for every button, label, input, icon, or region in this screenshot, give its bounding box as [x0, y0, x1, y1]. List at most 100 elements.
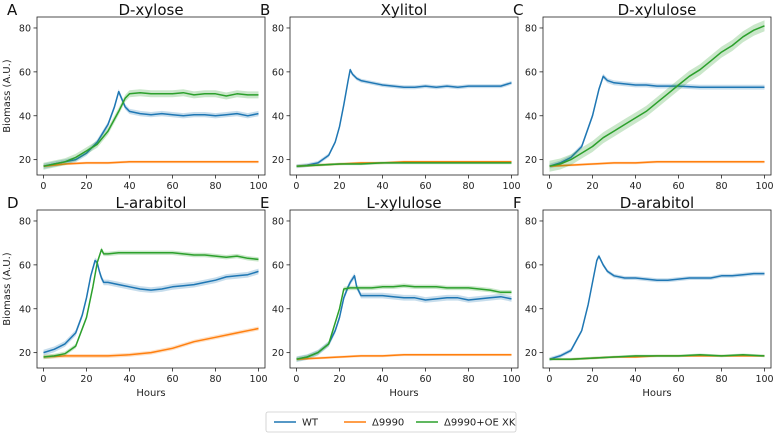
panel-b-title: Xylitol — [381, 1, 428, 19]
panel-e-x-tick-label: 20 — [333, 374, 345, 385]
panel-b-letter: B — [260, 1, 270, 19]
panel-b-band-wt — [296, 67, 512, 169]
panel-c-letter: C — [513, 1, 523, 19]
panel-b-x-tick-label: 60 — [419, 181, 431, 192]
panel-a-line-d9990 — [43, 161, 259, 167]
panel-c-y-tick-label: 80 — [525, 23, 537, 34]
panel-d-x-tick-label: 60 — [166, 374, 178, 385]
panel-f-y-tick-label: 60 — [525, 260, 537, 271]
panel-f-x-tick-label: 20 — [586, 374, 598, 385]
panel-e-line-d9990 — [296, 354, 512, 360]
panel-c-frame — [542, 16, 772, 176]
panel-a-line-oe-xk — [43, 91, 259, 167]
panel-f-x-tick-label: 0 — [546, 374, 552, 385]
panel-d-x-tick-label: 80 — [209, 374, 221, 385]
panel-b-line-wt — [296, 68, 512, 167]
panel-e-letter: E — [260, 194, 269, 212]
panel-e-x-tick-label: 60 — [419, 374, 431, 385]
panel-d-title: L-arabitol — [116, 194, 187, 212]
panel-f-y-tick-label: 20 — [525, 348, 537, 359]
panel-b-x-tick-label: 20 — [333, 181, 345, 192]
panel-a-x-tick-label: 60 — [166, 181, 178, 192]
panel-c-x-tick-label: 60 — [672, 181, 684, 192]
panel-c-line-d9990 — [549, 161, 765, 167]
panel-b-y-tick-label: 80 — [272, 23, 284, 34]
panel-f-letter: F — [513, 194, 522, 212]
panel-e-band-oe-xk — [296, 283, 512, 362]
panel-c-x-tick-label: 80 — [715, 181, 727, 192]
panel-d-y-tick-label: 80 — [19, 216, 31, 227]
panel-c-y-tick-label: 20 — [525, 155, 537, 166]
panel-b-line-oe-xk — [296, 162, 512, 167]
panel-e-line-wt — [296, 275, 512, 360]
panel-b-y-tick-label: 60 — [272, 67, 284, 78]
panel-c-band-oe-xk — [549, 20, 765, 172]
legend-box — [265, 411, 517, 433]
panel-a-frame — [36, 16, 266, 176]
panel-d-line-oe-xk — [43, 248, 259, 358]
panel-b-y-tick-label: 20 — [272, 155, 284, 166]
panel-a-line-wt — [43, 90, 259, 167]
panel-b-x-tick-label: 80 — [462, 181, 474, 192]
panel-d-x-tick-label: 20 — [80, 374, 92, 385]
panel-a-y-tick-label: 80 — [19, 23, 31, 34]
panel-d-y-tick-label: 40 — [19, 304, 31, 315]
panel-a-x-tick-label: 20 — [80, 181, 92, 192]
panel-c-line-oe-xk — [549, 25, 765, 167]
panel-f-line-oe-xk — [549, 354, 765, 360]
legend-label-wt: WT — [302, 418, 319, 429]
panel-a-x-tick-label: 80 — [209, 181, 221, 192]
panel-d-letter: D — [7, 194, 19, 212]
panel-f-y-tick-label: 80 — [525, 216, 537, 227]
panel-a-y-axis-label: Biomass (A.U.) — [2, 59, 13, 132]
panel-d-band-wt — [43, 257, 259, 356]
panel-e-line-oe-xk — [296, 284, 512, 360]
panel-e-y-tick-label: 60 — [272, 260, 284, 271]
panel-c-line-wt — [549, 75, 765, 167]
panel-e-title: L-xylulose — [366, 194, 441, 212]
panel-d-x-tick-label: 100 — [249, 374, 267, 385]
panel-c-y-tick-label: 40 — [525, 111, 537, 122]
panel-d-y-tick-label: 20 — [19, 348, 31, 359]
panel-e-x-tick-label: 100 — [502, 374, 520, 385]
panel-d-y-axis-label: Biomass (A.U.) — [2, 252, 13, 325]
legend-label-d9990: Δ9990 — [372, 418, 404, 429]
panel-a-x-tick-label: 100 — [249, 181, 267, 192]
panel-f-x-tick-label: 60 — [672, 374, 684, 385]
panel-a-y-tick-label: 20 — [19, 155, 31, 166]
panel-a-x-tick-label: 40 — [123, 181, 135, 192]
panel-e-x-tick-label: 80 — [462, 374, 474, 385]
panel-e-x-tick-label: 40 — [376, 374, 388, 385]
panel-c-x-tick-label: 100 — [755, 181, 773, 192]
panel-d-y-tick-label: 60 — [19, 260, 31, 271]
panel-a-band-wt — [43, 89, 259, 169]
panel-e-y-tick-label: 80 — [272, 216, 284, 227]
panel-b-y-tick-label: 40 — [272, 111, 284, 122]
panel-f-title: D-arabitol — [620, 194, 694, 212]
panel-f-frame — [542, 209, 772, 369]
panel-d-x-tick-label: 0 — [40, 374, 46, 385]
panel-c-x-tick-label: 40 — [629, 181, 641, 192]
panel-a-y-tick-label: 60 — [19, 67, 31, 78]
panel-a-x-tick-label: 0 — [40, 181, 46, 192]
panel-b-x-tick-label: 40 — [376, 181, 388, 192]
panel-f-x-tick-label: 80 — [715, 374, 727, 385]
panel-d-band-oe-xk — [43, 247, 259, 360]
panel-f-x-axis-label: Hours — [642, 388, 671, 399]
panel-d-x-axis-label: Hours — [136, 388, 165, 399]
panel-e-y-tick-label: 40 — [272, 304, 284, 315]
panel-a-title: D-xylose — [118, 1, 183, 19]
panel-d-frame — [36, 209, 266, 369]
panel-f-band-wt — [549, 254, 765, 362]
panel-c-x-tick-label: 20 — [586, 181, 598, 192]
panel-e-x-tick-label: 0 — [293, 374, 299, 385]
panel-c-y-tick-label: 60 — [525, 67, 537, 78]
panel-e-frame — [289, 209, 519, 369]
panel-d-line-d9990 — [43, 327, 259, 358]
panel-a-y-tick-label: 40 — [19, 111, 31, 122]
panel-c-x-tick-label: 0 — [546, 181, 552, 192]
panel-f-line-wt — [549, 255, 765, 360]
panel-d-x-tick-label: 40 — [123, 374, 135, 385]
panel-f-y-tick-label: 40 — [525, 304, 537, 315]
